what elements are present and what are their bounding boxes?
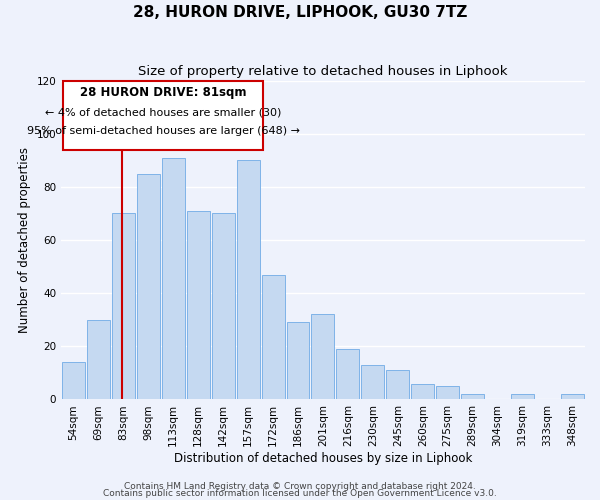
Title: Size of property relative to detached houses in Liphook: Size of property relative to detached ho… bbox=[138, 65, 508, 78]
Bar bbox=[287, 322, 310, 400]
Bar bbox=[62, 362, 85, 400]
Bar bbox=[461, 394, 484, 400]
Bar bbox=[187, 211, 209, 400]
X-axis label: Distribution of detached houses by size in Liphook: Distribution of detached houses by size … bbox=[174, 452, 472, 465]
Bar bbox=[511, 394, 534, 400]
Bar bbox=[162, 158, 185, 400]
Bar bbox=[386, 370, 409, 400]
Bar bbox=[112, 214, 135, 400]
Bar bbox=[361, 365, 385, 400]
Text: ← 4% of detached houses are smaller (30): ← 4% of detached houses are smaller (30) bbox=[45, 108, 281, 118]
FancyBboxPatch shape bbox=[63, 80, 263, 150]
Bar bbox=[236, 160, 260, 400]
Bar bbox=[436, 386, 459, 400]
Bar bbox=[212, 214, 235, 400]
Bar bbox=[311, 314, 334, 400]
Bar bbox=[137, 174, 160, 400]
Bar bbox=[262, 274, 284, 400]
Text: Contains public sector information licensed under the Open Government Licence v3: Contains public sector information licen… bbox=[103, 490, 497, 498]
Bar bbox=[412, 384, 434, 400]
Bar bbox=[337, 349, 359, 400]
Y-axis label: Number of detached properties: Number of detached properties bbox=[18, 147, 31, 333]
Bar bbox=[87, 320, 110, 400]
Text: 28, HURON DRIVE, LIPHOOK, GU30 7TZ: 28, HURON DRIVE, LIPHOOK, GU30 7TZ bbox=[133, 5, 467, 20]
Text: 95% of semi-detached houses are larger (648) →: 95% of semi-detached houses are larger (… bbox=[26, 126, 299, 136]
Text: 28 HURON DRIVE: 81sqm: 28 HURON DRIVE: 81sqm bbox=[80, 86, 246, 99]
Text: Contains HM Land Registry data © Crown copyright and database right 2024.: Contains HM Land Registry data © Crown c… bbox=[124, 482, 476, 491]
Bar bbox=[561, 394, 584, 400]
